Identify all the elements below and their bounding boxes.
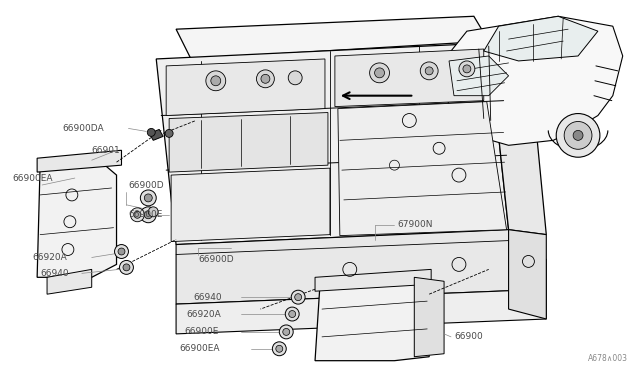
- Polygon shape: [338, 102, 507, 235]
- Circle shape: [291, 290, 305, 304]
- Circle shape: [425, 67, 433, 75]
- Text: 66900D: 66900D: [198, 255, 234, 264]
- Text: 67900N: 67900N: [397, 220, 433, 229]
- Text: 66900D: 66900D: [129, 180, 164, 189]
- Circle shape: [370, 63, 390, 83]
- Polygon shape: [315, 277, 429, 361]
- Circle shape: [165, 129, 173, 137]
- Circle shape: [276, 345, 283, 352]
- Circle shape: [556, 113, 600, 157]
- Circle shape: [420, 62, 438, 80]
- Polygon shape: [414, 277, 444, 357]
- Polygon shape: [176, 289, 547, 334]
- Polygon shape: [315, 269, 431, 291]
- Polygon shape: [156, 43, 509, 244]
- Circle shape: [145, 194, 152, 202]
- Circle shape: [261, 74, 270, 83]
- Circle shape: [120, 260, 133, 274]
- Circle shape: [273, 342, 286, 356]
- Circle shape: [573, 131, 583, 140]
- Polygon shape: [166, 59, 325, 116]
- Text: 66940: 66940: [40, 269, 68, 278]
- Circle shape: [564, 122, 592, 149]
- Circle shape: [147, 128, 156, 137]
- Circle shape: [123, 264, 130, 271]
- Polygon shape: [176, 16, 489, 59]
- Polygon shape: [509, 230, 547, 319]
- Circle shape: [288, 71, 302, 85]
- Circle shape: [285, 307, 299, 321]
- Circle shape: [140, 190, 156, 206]
- Circle shape: [294, 294, 301, 301]
- Circle shape: [459, 61, 475, 77]
- Polygon shape: [335, 49, 484, 107]
- Circle shape: [131, 208, 145, 222]
- Circle shape: [283, 328, 290, 336]
- Text: 66920A: 66920A: [186, 310, 221, 318]
- Circle shape: [115, 244, 129, 259]
- Text: 66900E: 66900E: [184, 327, 218, 336]
- Polygon shape: [489, 43, 547, 235]
- Polygon shape: [169, 113, 328, 172]
- Circle shape: [289, 311, 296, 318]
- Polygon shape: [37, 158, 116, 277]
- Polygon shape: [149, 129, 163, 140]
- Circle shape: [257, 70, 275, 88]
- Text: 66900E: 66900E: [129, 210, 163, 219]
- Polygon shape: [449, 56, 509, 96]
- Text: 66900EA: 66900EA: [179, 344, 220, 353]
- Text: 66900: 66900: [454, 332, 483, 341]
- Circle shape: [140, 207, 156, 223]
- Text: A678∧003: A678∧003: [588, 354, 628, 363]
- Text: 66900DA: 66900DA: [62, 124, 104, 133]
- Polygon shape: [47, 269, 92, 294]
- Circle shape: [374, 68, 385, 78]
- Circle shape: [206, 71, 226, 91]
- Circle shape: [148, 207, 158, 217]
- Polygon shape: [484, 16, 598, 61]
- Circle shape: [145, 211, 152, 219]
- Polygon shape: [171, 168, 330, 241]
- Circle shape: [279, 325, 293, 339]
- Circle shape: [118, 248, 125, 255]
- Circle shape: [211, 76, 221, 86]
- Text: 66920A: 66920A: [32, 253, 67, 262]
- Text: 66900EA: 66900EA: [12, 174, 53, 183]
- Polygon shape: [176, 230, 547, 304]
- Circle shape: [463, 65, 471, 73]
- Polygon shape: [444, 16, 623, 145]
- Polygon shape: [37, 150, 122, 172]
- Circle shape: [134, 211, 141, 218]
- Text: 66901: 66901: [92, 146, 120, 155]
- Text: 66940: 66940: [193, 293, 221, 302]
